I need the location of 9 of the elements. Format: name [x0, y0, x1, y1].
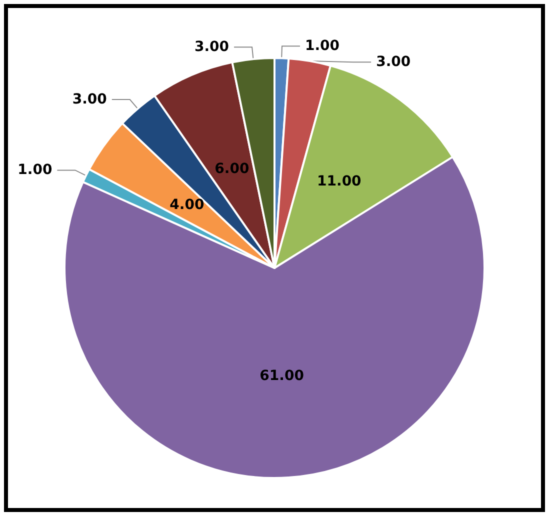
data-label: 4.00 — [170, 196, 204, 213]
data-label: 1.00 — [18, 162, 52, 178]
data-label: 3.00 — [72, 92, 108, 108]
data-label: 3.00 — [194, 39, 230, 56]
data-label: 3.00 — [376, 54, 411, 70]
data-label: 1.00 — [305, 38, 340, 54]
data-label: 11.00 — [317, 173, 362, 190]
data-label: 6.00 — [214, 160, 250, 177]
data-label: 61.00 — [260, 368, 304, 384]
